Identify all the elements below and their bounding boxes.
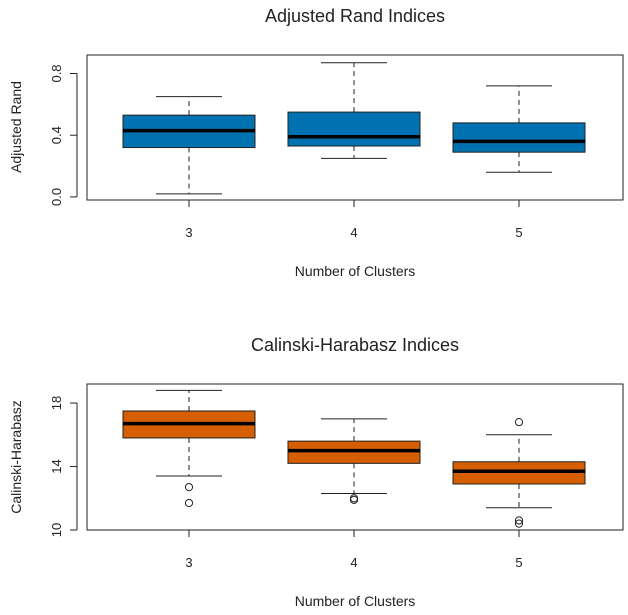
panel-calinski-harabasz: Calinski-Harabasz Indices 10 14 18 3 4 5 Num… xyxy=(8,335,624,609)
x-axis: 3 4 5 xyxy=(185,200,523,240)
y-tick-label: 0.4 xyxy=(49,126,64,144)
panel-adjusted-rand: Adjusted Rand Indices 0.0 0.4 0.8 3 4 5 Numb… xyxy=(8,6,624,279)
y-axis-label: Adjusted Rand xyxy=(8,81,24,173)
chart-title: Calinski-Harabasz Indices xyxy=(251,335,459,355)
x-tick-label: 3 xyxy=(185,555,192,570)
outlier-point xyxy=(349,494,359,503)
outlier-point xyxy=(514,519,524,528)
x-axis-label: Number of Clusters xyxy=(295,593,416,609)
outlier-point xyxy=(514,516,524,525)
boxes xyxy=(122,62,586,195)
x-axis: 3 4 5 xyxy=(185,530,523,570)
boxes xyxy=(122,389,586,528)
outlier-point xyxy=(184,498,194,508)
box-3 xyxy=(122,96,256,195)
outlier-point xyxy=(514,417,524,427)
x-tick-label: 4 xyxy=(350,225,357,240)
y-axis: 0.0 0.4 0.8 xyxy=(49,64,78,206)
x-tick-label: 5 xyxy=(515,555,522,570)
y-tick-label: 10 xyxy=(49,523,64,537)
x-tick-label: 4 xyxy=(350,555,357,570)
iqr-box xyxy=(452,122,586,153)
iqr-box xyxy=(287,111,421,147)
y-tick-label: 14 xyxy=(49,459,64,473)
y-tick-label: 18 xyxy=(49,396,64,410)
x-axis-label: Number of Clusters xyxy=(295,263,416,279)
box-4 xyxy=(287,62,421,159)
plot-frame xyxy=(86,383,624,531)
y-tick-label: 0.8 xyxy=(49,64,64,82)
y-axis: 10 14 18 xyxy=(49,396,78,537)
outlier-point xyxy=(349,495,359,504)
box-5 xyxy=(452,85,586,173)
box-3 xyxy=(122,389,256,508)
box-4 xyxy=(287,418,421,504)
chart-title: Adjusted Rand Indices xyxy=(265,6,445,26)
plot-frame xyxy=(86,54,624,201)
box-5 xyxy=(452,417,586,528)
x-tick-label: 5 xyxy=(515,225,522,240)
x-tick-label: 3 xyxy=(185,225,192,240)
outlier-point xyxy=(184,483,194,492)
y-tick-label: 0.0 xyxy=(49,188,64,206)
y-axis-label: Calinski-Harabasz xyxy=(8,400,24,514)
